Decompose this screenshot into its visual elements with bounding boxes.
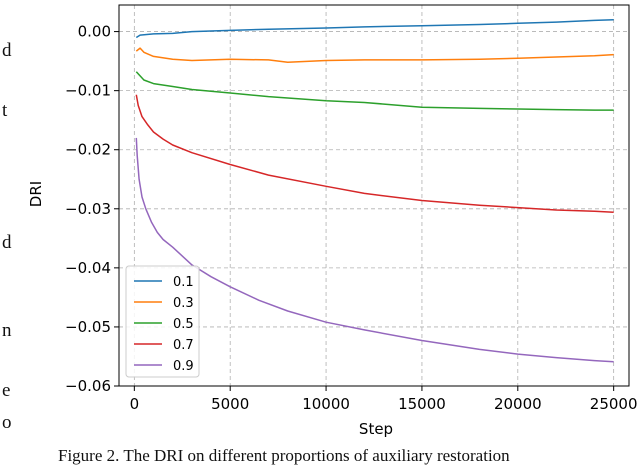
series-line-0.7 [135, 94, 614, 214]
legend-label: 0.5 [173, 317, 194, 332]
y-tick-label: −0.04 [65, 259, 111, 277]
x-tick-label: 25000 [590, 395, 638, 413]
left-column-fragment: d [2, 40, 12, 61]
series-lines [135, 19, 614, 363]
y-tick-label: −0.06 [65, 377, 111, 395]
left-column-fragment: d [2, 232, 12, 253]
figure-caption: Figure 2. The DRI on different proportio… [58, 446, 510, 465]
x-tick-label: 0 [130, 395, 140, 413]
series-line-0.9 [135, 137, 614, 363]
legend-label: 0.1 [173, 275, 194, 290]
x-axis-ticks: 0 5000 10000 15000 20000 25000 [130, 386, 638, 413]
x-tick-label: 20000 [494, 395, 542, 413]
legend-label: 0.7 [173, 338, 194, 353]
series-line-0.3 [135, 47, 614, 64]
series-line-0.1 [135, 19, 614, 39]
legend-label: 0.3 [173, 296, 194, 311]
y-tick-label: −0.03 [65, 200, 111, 218]
legend-items: 0.1 0.3 0.5 0.7 0.9 [134, 275, 194, 374]
series-line-0.5 [135, 71, 614, 111]
y-axis-label: DRI [27, 181, 45, 207]
y-axis-ticks: 0.00 −0.01 −0.02 −0.03 −0.04 −0.05 −0.06 [65, 23, 119, 395]
legend: 0.1 0.3 0.5 0.7 0.9 [125, 265, 200, 378]
y-tick-label: −0.05 [65, 318, 111, 336]
left-column-fragment: n [2, 320, 12, 341]
left-column-fragment: o [2, 412, 12, 433]
left-column-fragment: e [2, 380, 11, 401]
x-axis-label: Step [359, 420, 393, 438]
plot-frame [118, 4, 630, 387]
x-tick-label: 10000 [302, 395, 350, 413]
left-column-fragment: t [2, 100, 8, 121]
x-tick-label: 5000 [211, 395, 249, 413]
y-tick-label: 0.00 [78, 23, 111, 41]
legend-box [125, 265, 200, 378]
y-tick-label: −0.01 [65, 82, 111, 100]
y-tick-label: −0.02 [65, 141, 111, 159]
x-tick-label: 15000 [398, 395, 446, 413]
legend-label: 0.9 [173, 359, 194, 374]
